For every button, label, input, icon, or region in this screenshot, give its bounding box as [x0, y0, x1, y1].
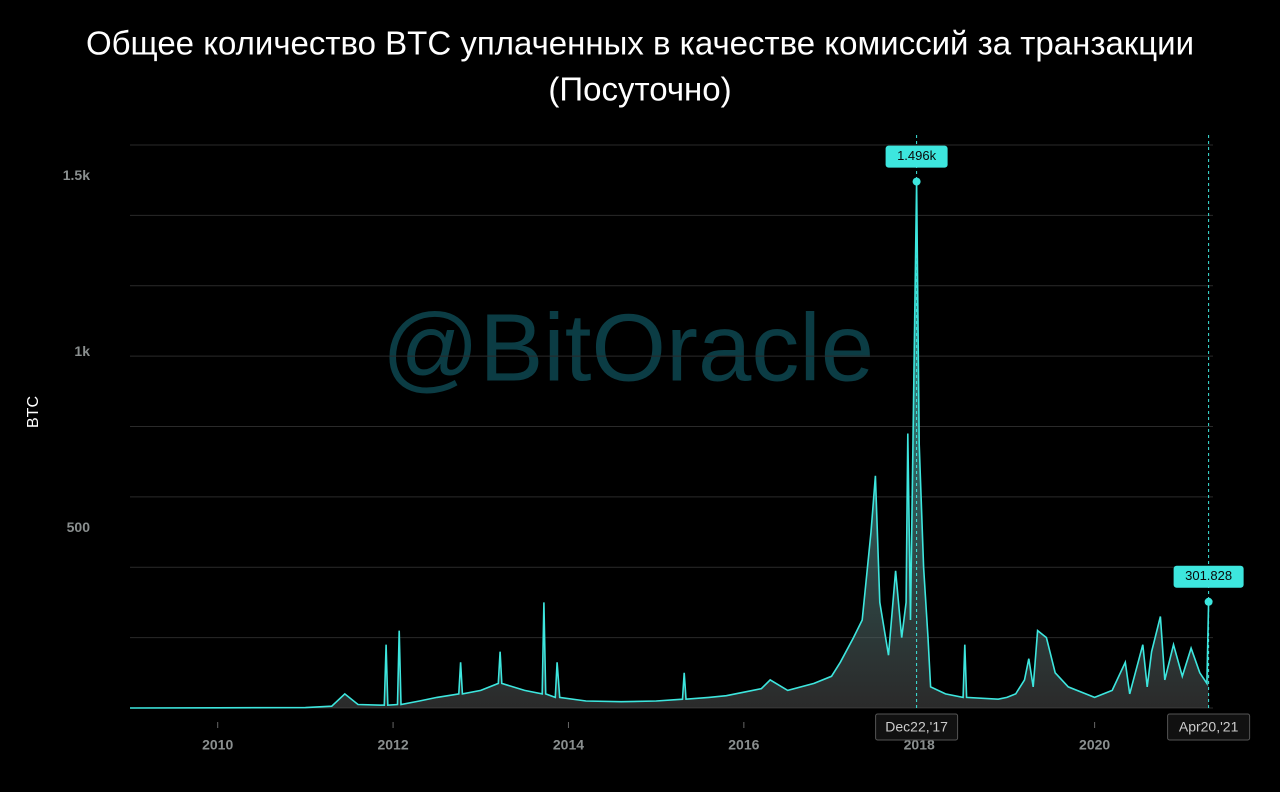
area: [130, 181, 1209, 709]
y-tick-label: 500: [67, 519, 91, 535]
watermark: @BitOracle: [382, 294, 874, 401]
y-tick-label: 1.5k: [63, 167, 90, 183]
x-tick-label: 2014: [553, 737, 584, 753]
x-label-box: [1167, 713, 1251, 741]
chart-title: Общее количество BTC уплаченных в качест…: [86, 25, 1194, 62]
y-axis-label: BTC: [25, 396, 42, 428]
x-tick-label: 2018: [904, 737, 935, 753]
x-tick-label: 2016: [728, 737, 759, 753]
x-crosshair-label: Dec22,'17: [885, 719, 948, 735]
annotation-label: 1.496k: [897, 148, 937, 163]
annotation-point: [912, 177, 921, 186]
x-tick-label: 2010: [202, 737, 233, 753]
x-label-box: [875, 713, 959, 741]
line: [129, 181, 1210, 709]
x-tick-label: 2020: [1079, 737, 1110, 753]
x-crosshair-label: Apr20,'21: [1179, 719, 1239, 735]
annotation-label: 301.828: [1185, 568, 1232, 583]
x-tick-label: 2012: [377, 737, 408, 753]
y-tick-label: 1k: [74, 343, 90, 359]
annotation-box: [1173, 565, 1244, 588]
chart-subtitle: (Посуточно): [548, 71, 731, 108]
annotation-box: [885, 145, 948, 168]
annotation-point: [1204, 597, 1213, 606]
